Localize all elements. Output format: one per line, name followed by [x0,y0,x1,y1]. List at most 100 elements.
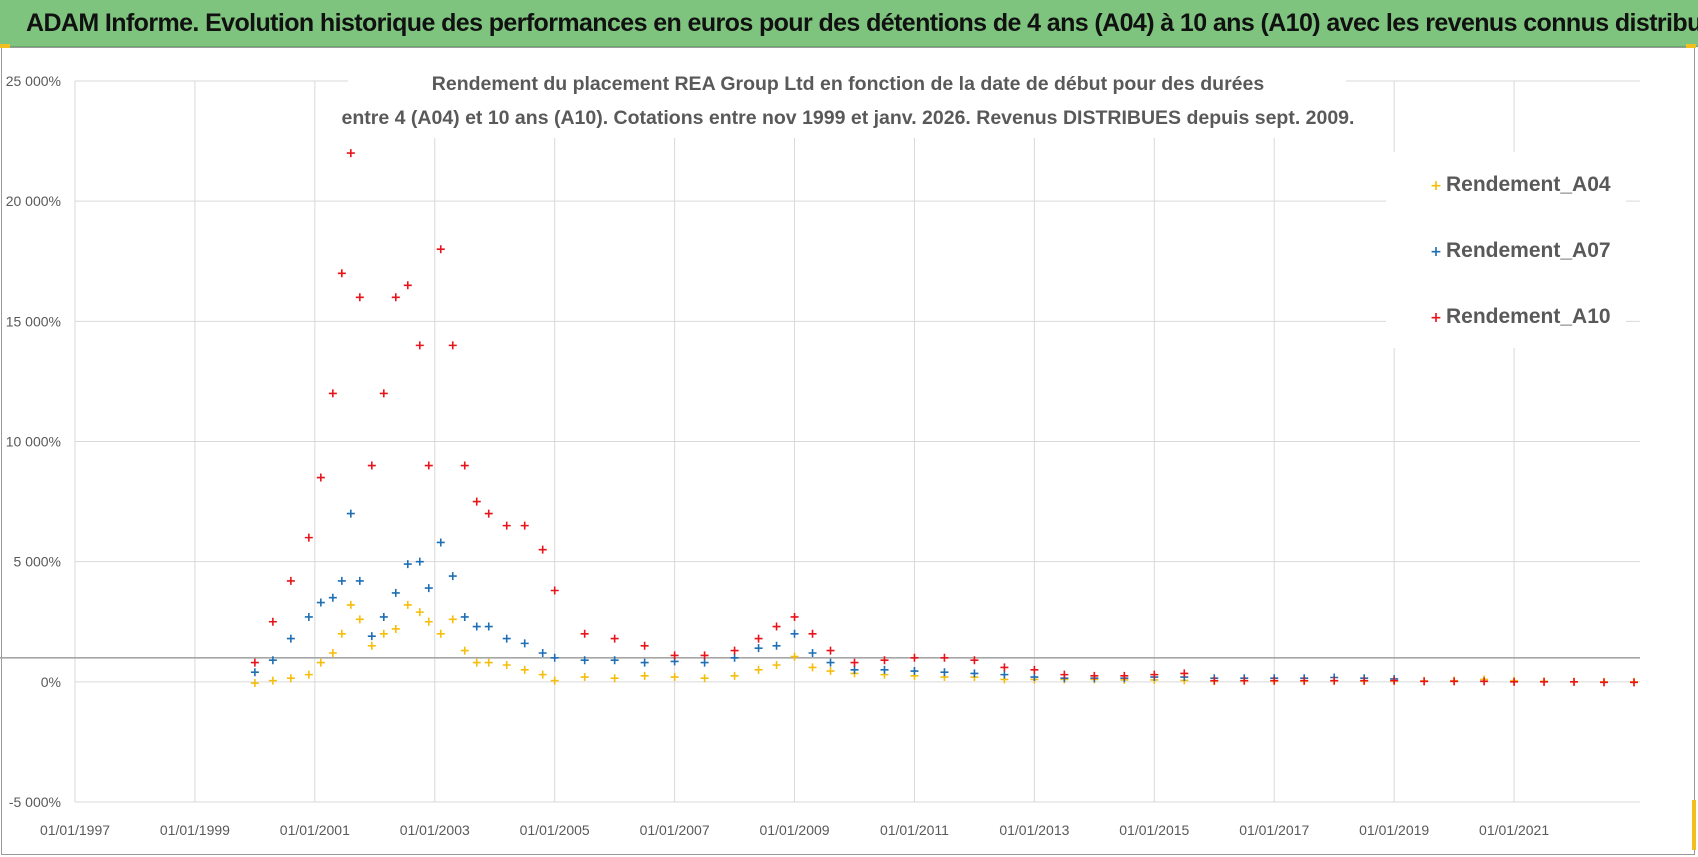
x-tick-label: 01/01/2005 [520,822,590,838]
data-point-a07 [850,665,859,674]
data-point-a10 [1540,677,1549,686]
data-point-a10 [580,629,589,638]
data-point-a10 [1150,670,1159,679]
data-point-a10 [670,651,679,660]
data-point-a07 [754,644,763,653]
data-point-a04 [448,615,457,624]
x-tick-label: 01/01/2019 [1359,822,1429,838]
data-point-a07 [379,612,388,621]
data-point-a04 [640,671,649,680]
legend-item-a07[interactable]: + Rendement_A07 [1430,239,1610,262]
data-point-a04 [316,658,325,667]
data-point-a04 [367,641,376,650]
y-tick-label: 25 000% [6,73,61,89]
data-point-a10 [1630,678,1638,687]
data-point-a04 [826,667,835,676]
x-tick-label: 01/01/2013 [999,822,1069,838]
legend-item-a04[interactable]: + Rendement_A04 [1430,173,1611,196]
data-point-a10 [700,651,709,660]
data-point-a07 [826,658,835,667]
series-a10 [250,149,1638,687]
data-point-a04 [550,676,559,685]
data-point-a10 [1000,663,1009,672]
report-banner: ADAM Informe. Evolution historique des p… [0,0,1698,47]
legend-item-a10[interactable]: + Rendement_A10 [1430,305,1610,328]
data-point-a07 [448,572,457,581]
data-point-a04 [304,670,313,679]
data-point-a10 [1510,677,1519,686]
data-point-a07 [790,629,799,638]
x-tick-label: 01/01/2015 [1119,822,1189,838]
legend-marker-a04: + [1430,178,1442,194]
x-tick-label: 01/01/2011 [880,822,949,838]
data-point-a07 [250,668,259,677]
data-point-a10 [538,545,547,554]
data-point-a07 [640,658,649,667]
data-point-a10 [346,149,355,158]
chart-title-line-1: Rendement du placement REA Group Ltd en … [432,73,1265,95]
legend-label-a07: Rendement_A07 [1446,239,1611,262]
data-point-a04 [346,600,355,609]
data-point-a10 [250,658,259,667]
data-point-a10 [268,617,277,626]
data-point-a10 [367,461,376,470]
axis-labels: 25 000% 20 000% 15 000% 10 000% 5 000% 0% -5 0… [6,73,1550,838]
data-point-a07 [1030,673,1039,682]
data-point-a10 [730,646,739,655]
x-tick-label: 01/01/1999 [160,822,230,838]
legend-background [1386,152,1626,348]
data-point-a10 [1420,677,1429,686]
data-point-a04 [415,608,424,617]
data-point-a04 [610,674,619,683]
data-point-a10 [502,521,511,530]
data-point-a07 [880,665,889,674]
data-point-a10 [520,521,529,530]
data-point-a07 [460,612,469,621]
data-point-a04 [700,674,709,683]
data-point-a04 [355,615,364,624]
data-point-a04 [484,658,493,667]
data-point-a04 [670,673,679,682]
y-tick-label: 5 000% [14,554,61,570]
legend-marker-a10: + [1430,310,1442,326]
corner-mark-top-right [1686,44,1696,48]
corner-mark-bottom-right [1692,800,1696,850]
data-point-a10 [1600,678,1609,687]
data-point-a04 [472,658,481,667]
legend-label-a04: Rendement_A04 [1446,173,1611,196]
data-point-a04 [268,676,277,685]
data-point-a04 [790,652,799,661]
data-point-a04 [391,624,400,633]
chart-title-line-2: entre 4 (A04) et 10 ans (A10). Cotations… [342,107,1355,129]
data-point-a10 [826,646,835,655]
data-point-a04 [337,629,346,638]
x-tick-label: 01/01/1997 [40,822,110,838]
data-point-a07 [337,576,346,585]
data-point-a04 [379,629,388,638]
data-point-a04 [772,661,781,670]
data-point-a10 [1450,677,1459,686]
data-point-a10 [316,473,325,482]
data-point-a10 [424,461,433,470]
x-tick-label: 01/01/2007 [640,822,710,838]
data-point-a07 [415,557,424,566]
data-point-a07 [610,656,619,665]
data-point-a04 [502,661,511,670]
y-tick-label: 10 000% [6,434,61,450]
legend-marker-a07: + [1430,244,1442,260]
data-point-a04 [580,673,589,682]
data-point-a10 [772,622,781,631]
y-tick-label: 20 000% [6,193,61,209]
data-point-a10 [1180,669,1189,678]
data-point-a07 [424,584,433,593]
y-tick-label: 0% [41,674,61,690]
data-point-a04 [808,663,817,672]
data-point-a10 [1210,676,1219,685]
data-point-a04 [460,646,469,655]
chart-title-background [348,68,1346,138]
data-point-a07 [436,538,445,547]
data-point-a10 [1360,676,1369,685]
data-point-a10 [328,389,337,398]
data-point-a07 [970,669,979,678]
